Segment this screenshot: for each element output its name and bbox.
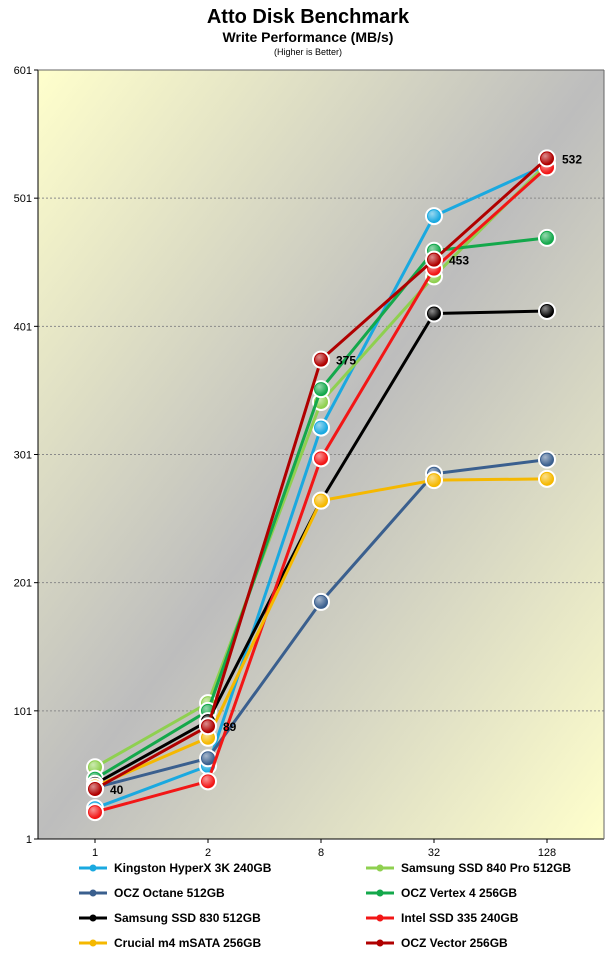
data-point-shine [315,595,327,608]
x-tick-label: 128 [538,847,556,859]
y-tick-label: 601 [14,65,32,77]
legend-swatch [366,939,394,947]
data-point-shine [315,353,327,366]
legend-swatch-dot [376,889,384,897]
data-point-shine [315,421,327,434]
y-tick-label: 301 [14,450,32,462]
data-point-shine [541,152,553,165]
legend-item: OCZ Octane 512GB [78,885,225,901]
x-tick-label: 32 [428,847,440,859]
data-point-shine [541,304,553,317]
data-label: 453 [449,254,469,268]
data-point-shine [541,453,553,466]
data-point-shine [202,775,214,788]
x-tick-label: 8 [318,847,324,859]
x-tick-label: 1 [92,847,98,859]
legend-swatch [79,939,107,947]
chart-titles: Atto Disk Benchmark Write Performance (M… [0,6,616,58]
data-point-shine [89,783,101,796]
data-point-shine [315,452,327,465]
legend-item: Kingston HyperX 3K 240GB [78,860,271,876]
legend-swatch-dot [89,889,97,897]
x-tick-label: 2 [205,847,211,859]
data-point-shine [89,761,101,774]
data-point-shine [428,474,440,487]
data-label: 40 [110,783,124,797]
legend-swatch [79,864,107,872]
chart-title: Atto Disk Benchmark [206,6,410,28]
legend-swatch-dot [376,864,384,872]
series-ocz-vertex-4-256gb [86,228,556,788]
legend-swatch-dot [376,939,384,947]
data-point-shine [541,231,553,244]
legend-label: OCZ Vertex 4 256GB [401,886,518,900]
legend-swatch [79,889,107,897]
series-ocz-vector-256gb [86,149,556,799]
y-tick-label: 101 [14,706,32,718]
y-tick-label: 401 [14,321,32,333]
legend-swatch-dot [376,914,384,922]
legend-label: Samsung SSD 830 512GB [114,911,261,925]
y-tick-label: 201 [14,578,32,590]
data-point-shine [315,383,327,396]
data-point-shine [428,307,440,320]
legend-swatch [366,914,394,922]
y-tick-label: 501 [14,193,32,205]
legend-item: Intel SSD 335 240GB [365,910,518,926]
legend-swatch [366,864,394,872]
legend-label: OCZ Octane 512GB [114,886,225,900]
series-layer [86,149,556,822]
legend-swatch-dot [89,939,97,947]
data-label: 89 [223,720,237,734]
data-point-shine [89,806,101,819]
legend-label: OCZ Vector 256GB [401,936,508,950]
legend-item: OCZ Vertex 4 256GB [365,885,517,901]
legend-swatch [79,914,107,922]
legend-item: Samsung SSD 830 512GB [78,910,261,926]
data-point-shine [428,210,440,223]
chart-note: (Higher is Better) [273,47,343,57]
data-label: 375 [336,354,356,368]
data-point-shine [541,472,553,485]
data-point-shine [202,752,214,765]
legend-swatch-dot [89,914,97,922]
legend-label: Crucial m4 mSATA 256GB [114,936,262,950]
data-point-shine [428,253,440,266]
legend-label: Samsung SSD 840 Pro 512GB [401,861,572,875]
legend-swatch [366,889,394,897]
legend-label: Intel SSD 335 240GB [401,911,519,925]
data-point-shine [202,731,214,744]
legend-item: OCZ Vector 256GB [365,935,508,951]
legend-item: Crucial m4 mSATA 256GB [78,935,261,951]
legend-label: Kingston HyperX 3K 240GB [114,861,272,875]
data-labels: 40 89 375 453 532 [110,152,582,797]
data-point-shine [315,494,327,507]
y-tick-label: 1 [26,834,32,846]
chart-subtitle: Write Performance (MB/s) [222,29,394,45]
data-point-shine [202,720,214,733]
data-label: 532 [562,152,582,166]
legend-item: Samsung SSD 840 Pro 512GB [365,860,571,876]
legend-swatch-dot [89,864,97,872]
